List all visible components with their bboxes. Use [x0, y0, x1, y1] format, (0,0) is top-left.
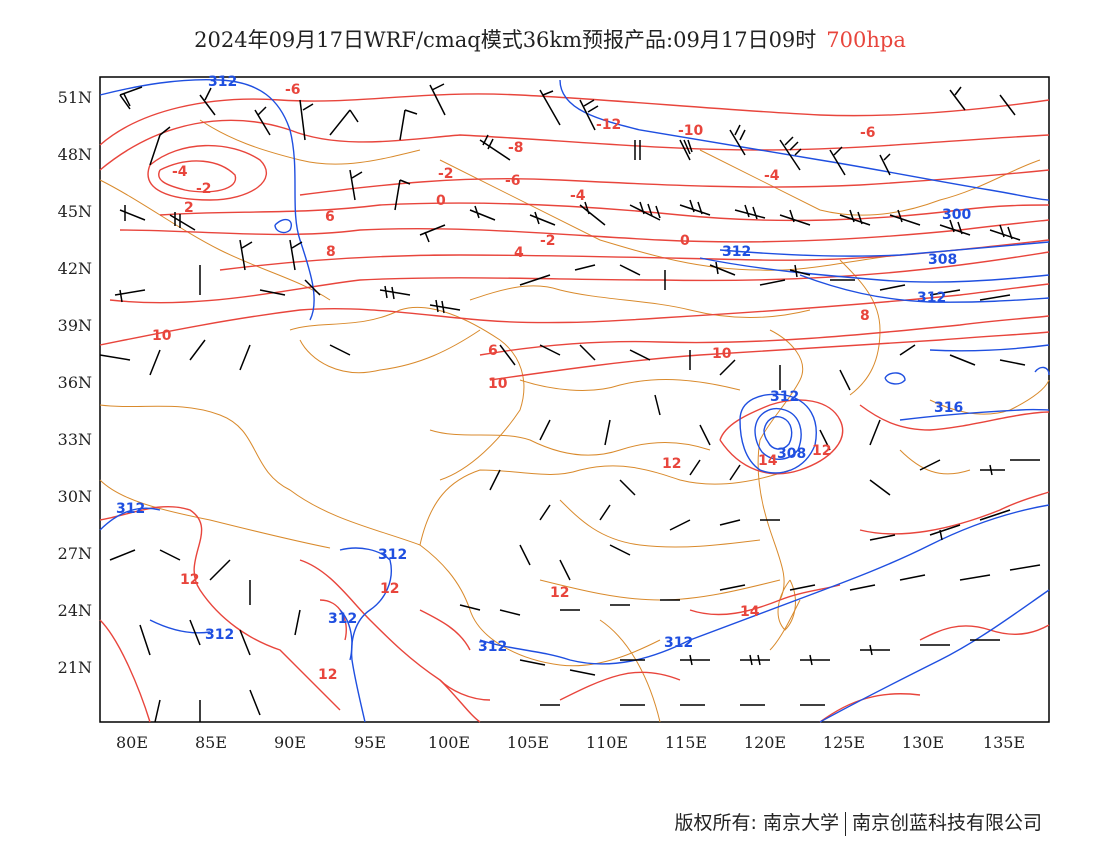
- height-label: 308: [928, 252, 957, 268]
- lon-tick-label: 85E: [195, 733, 227, 752]
- lon-tick-label: 100E: [428, 733, 470, 752]
- height-label: 312: [378, 547, 407, 563]
- temp-label: -2: [438, 166, 454, 182]
- lat-tick-label: 42N: [58, 259, 92, 278]
- temp-label: 14: [758, 453, 778, 469]
- temp-label: -12: [596, 117, 621, 133]
- lon-tick-label: 90E: [274, 733, 306, 752]
- height-label: 312: [208, 74, 237, 90]
- height-label: 312: [664, 635, 693, 651]
- temp-label: -2: [196, 181, 212, 197]
- height-label: 300: [942, 207, 971, 223]
- lon-tick-label: 135E: [983, 733, 1025, 752]
- temp-label: 8: [326, 244, 336, 260]
- map-frame: [99, 76, 1050, 723]
- lon-tick-label: 120E: [744, 733, 786, 752]
- temp-label: 10: [488, 376, 508, 392]
- wind-barbs: [99, 83, 1041, 723]
- temp-label: 12: [180, 572, 199, 588]
- geopotential-labels: 312 312 312 308 312 312 308 300 312 312 …: [116, 74, 971, 655]
- title-main: 2024年09月17日WRF/cmaq模式36km预报产品:09月17日09时: [194, 28, 817, 52]
- height-label: 312: [770, 389, 799, 405]
- temp-label: -4: [172, 164, 188, 180]
- lat-tick-label: 27N: [58, 544, 92, 563]
- temp-label: -4: [764, 168, 780, 184]
- lat-tick-label: 39N: [58, 316, 92, 335]
- temp-label: 12: [812, 443, 831, 459]
- height-label: 312: [917, 290, 946, 306]
- title-pressure-level: 700hpa: [826, 28, 906, 52]
- lon-tick-label: 80E: [116, 733, 148, 752]
- height-label: 312: [205, 627, 234, 643]
- temp-label: 12: [380, 581, 399, 597]
- temp-label: 10: [712, 346, 732, 362]
- height-label: 312: [722, 244, 751, 260]
- lat-tick-label: 48N: [58, 145, 92, 164]
- temp-label: -6: [505, 173, 521, 189]
- temp-label: -6: [860, 125, 876, 141]
- temp-label: 4: [514, 245, 524, 261]
- lat-tick-label: 51N: [58, 88, 92, 107]
- footer-divider: [844, 811, 846, 836]
- temp-label: 2: [184, 200, 194, 216]
- temp-label: -8: [508, 140, 524, 156]
- temp-label: 0: [680, 233, 690, 249]
- copyright-footer: 版权所有: 南京大学 南京创蓝科技有限公司: [675, 808, 1042, 836]
- lat-tick-label: 30N: [58, 487, 92, 506]
- temp-label: 12: [318, 667, 337, 683]
- temp-label: 0: [436, 193, 446, 209]
- lon-tick-label: 125E: [823, 733, 865, 752]
- lon-tick-label: 105E: [507, 733, 549, 752]
- latitude-axis: 51N 48N 45N 42N 39N 36N 33N 30N 27N 24N …: [58, 88, 92, 677]
- temp-label: -6: [285, 82, 301, 98]
- copyright-company: 南京创蓝科技有限公司: [851, 812, 1042, 834]
- temp-label: 6: [325, 209, 335, 225]
- chart-title: 2024年09月17日WRF/cmaq模式36km预报产品:09月17日09时 7…: [0, 24, 1100, 54]
- temp-label: 12: [662, 456, 681, 472]
- temp-label: 12: [550, 585, 569, 601]
- temp-label: 14: [740, 604, 760, 620]
- copyright-owner: 版权所有: 南京大学: [674, 812, 839, 834]
- temp-label: 8: [860, 308, 870, 324]
- lat-tick-label: 21N: [58, 658, 92, 677]
- height-label: 312: [328, 611, 357, 627]
- lat-tick-label: 24N: [58, 601, 92, 620]
- lat-tick-label: 33N: [58, 430, 92, 449]
- temp-label: 10: [152, 328, 172, 344]
- lat-tick-label: 36N: [58, 373, 92, 392]
- temp-label: -2: [540, 233, 556, 249]
- height-label: 316: [934, 400, 963, 416]
- lon-tick-label: 115E: [665, 733, 707, 752]
- lat-tick-label: 45N: [58, 202, 92, 221]
- lon-tick-label: 95E: [354, 733, 386, 752]
- geopotential-contours: [99, 78, 1050, 723]
- height-label: 312: [478, 639, 507, 655]
- height-label: 308: [777, 446, 806, 462]
- lon-tick-label: 130E: [902, 733, 944, 752]
- longitude-axis: 80E 85E 90E 95E 100E 105E 110E 115E 120E…: [116, 733, 1025, 752]
- lon-tick-label: 110E: [586, 733, 628, 752]
- temperature-labels: -6 -4 -2 -2 0 2 4 6 6 8 8 10 10 10 12 12…: [152, 82, 876, 683]
- height-label: 312: [116, 501, 145, 517]
- temp-label: -4: [570, 188, 586, 204]
- temp-label: -10: [678, 123, 704, 139]
- temp-label: 6: [488, 343, 498, 359]
